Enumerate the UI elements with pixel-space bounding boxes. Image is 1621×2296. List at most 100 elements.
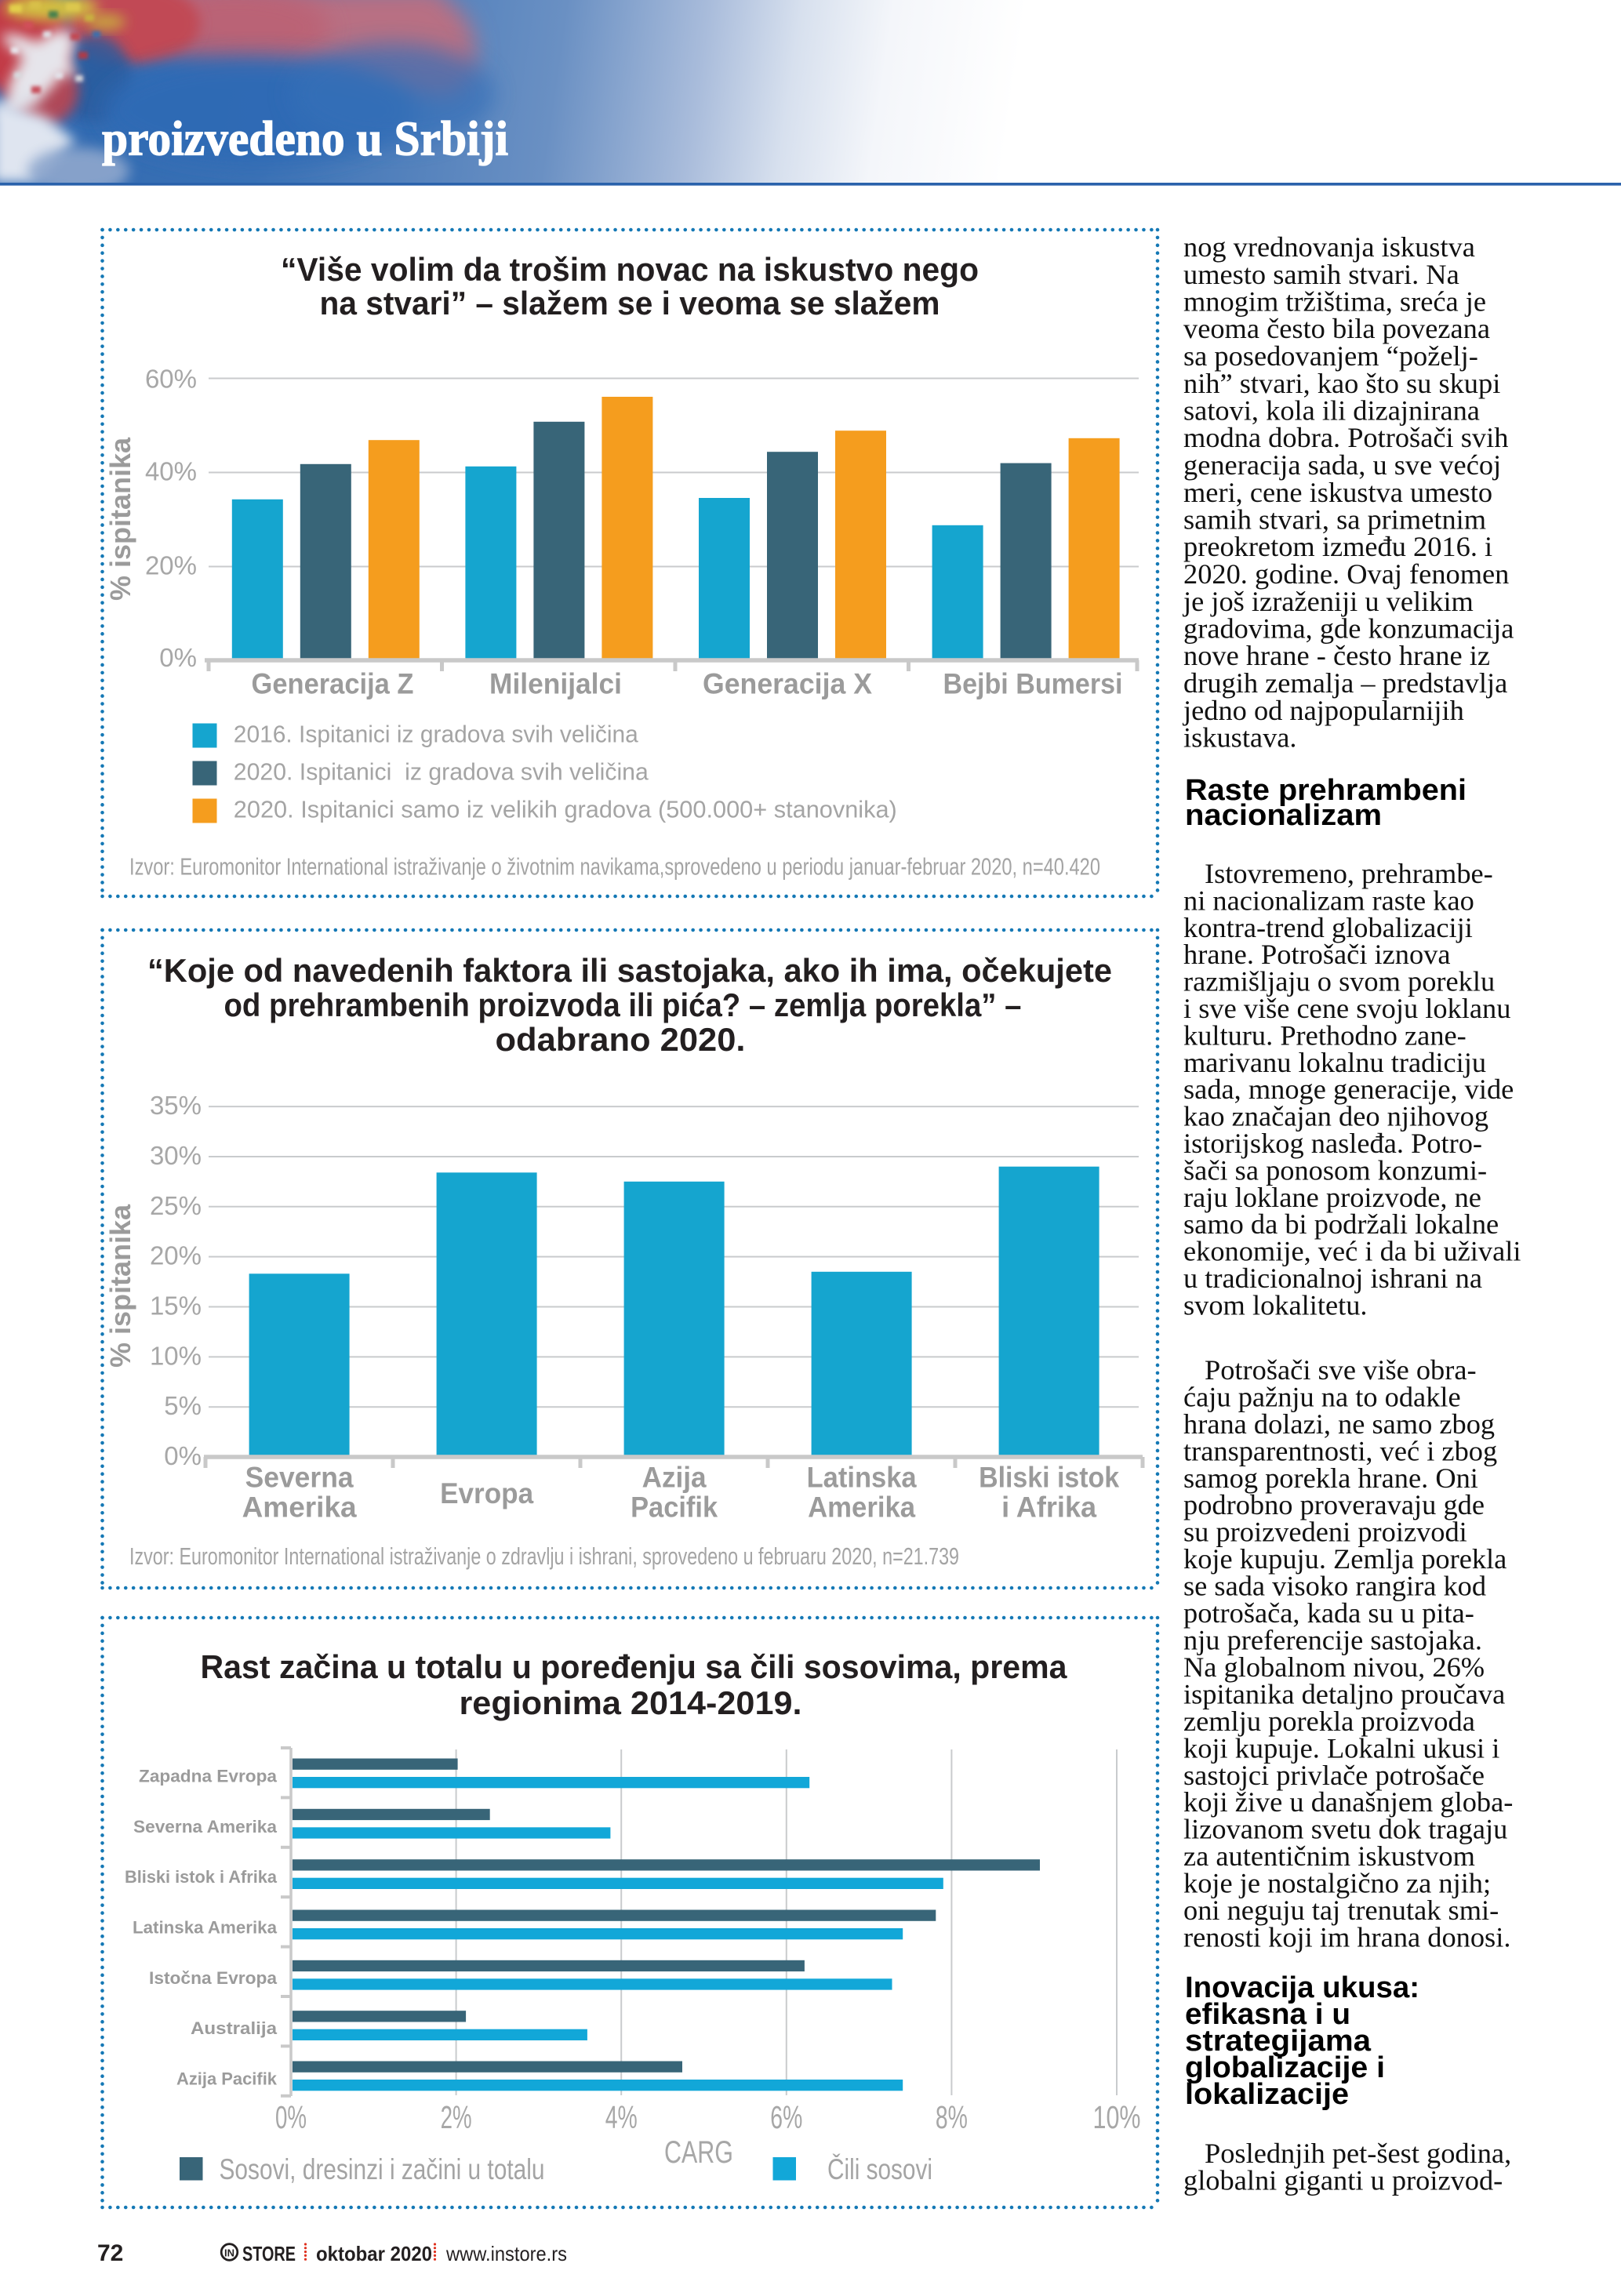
svg-text:nih” stvari, kao što su skupi: nih” stvari, kao što su skupi (1183, 368, 1500, 399)
svg-text:lizovanom svetu dok tragaju: lizovanom svetu dok tragaju (1183, 1814, 1507, 1845)
svg-text:iskustava.: iskustava. (1183, 722, 1297, 754)
svg-text:renosti koji im hrana donosi.: renosti koji im hrana donosi. (1183, 1921, 1510, 1953)
svg-text:Generacija Z: Generacija Z (252, 668, 414, 700)
svg-text:drugih zemalja – predstavlja: drugih zemalja – predstavlja (1183, 667, 1507, 699)
svg-text:kontra-trend globalizaciji: kontra-trend globalizaciji (1183, 912, 1473, 943)
svg-text:oktobar 2020: oktobar 2020 (316, 2242, 432, 2265)
svg-text:2%: 2% (441, 2099, 472, 2135)
svg-text:oni neguju taj trenutak smi-: oni neguju taj trenutak smi- (1183, 1895, 1499, 1926)
svg-text:10%: 10% (150, 1341, 202, 1370)
svg-text:sa posedovanjem “poželj-: sa posedovanjem “poželj- (1183, 340, 1478, 372)
svg-text:veoma često bila povezana: veoma često bila povezana (1183, 313, 1490, 344)
svg-text:Latinska: Latinska (807, 1462, 917, 1494)
svg-text:ispitanika detaljno proučava: ispitanika detaljno proučava (1183, 1678, 1505, 1709)
svg-text:15%: 15% (150, 1292, 202, 1321)
svg-text:za autentičnim iskustvom: za autentičnim iskustvom (1183, 1840, 1475, 1872)
svg-text:Azija: Azija (642, 1462, 707, 1494)
svg-text:proizvedeno u Srbiji: proizvedeno u Srbiji (102, 113, 508, 166)
svg-text:Raste prehrambeni: Raste prehrambeni (1185, 774, 1467, 807)
svg-text:svom lokalitetu.: svom lokalitetu. (1183, 1289, 1368, 1321)
svg-text:IN: IN (224, 2247, 234, 2259)
svg-text:podrobno proveravaju gde: podrobno proveravaju gde (1183, 1489, 1485, 1520)
svg-text:2016. Ispitanici iz gradova sv: 2016. Ispitanici iz gradova svih veličin… (234, 721, 639, 748)
svg-text:regionima 2014-2019.: regionima 2014-2019. (460, 1684, 802, 1721)
svg-text:Izvor: Euromonitor Internation: Izvor: Euromonitor International istraži… (129, 1542, 959, 1570)
svg-text:20%: 20% (150, 1241, 202, 1270)
svg-text:i Afrika: i Afrika (1001, 1491, 1096, 1524)
svg-text:marivanu lokalnu tradiciju: marivanu lokalnu tradiciju (1183, 1047, 1486, 1078)
svg-text:ekonomije, već i da bi uživali: ekonomije, već i da bi uživali (1183, 1236, 1521, 1267)
svg-text:nju preferencije sastojaka.: nju preferencije sastojaka. (1183, 1625, 1482, 1656)
svg-text:Pacifik: Pacifik (631, 1491, 718, 1524)
svg-text:Evropa: Evropa (440, 1477, 533, 1509)
svg-text:satovi, kola ili dizajnirana: satovi, kola ili dizajnirana (1183, 395, 1480, 427)
svg-text:jedno od najpopularnijih: jedno od najpopularnijih (1182, 695, 1464, 726)
svg-text:8%: 8% (936, 2099, 968, 2135)
svg-text:Bliski istok: Bliski istok (979, 1462, 1119, 1494)
svg-text:Latinska Amerika: Latinska Amerika (133, 1918, 278, 1938)
svg-text:Rast začina u totalu u poređen: Rast začina u totalu u poređenju sa čili… (201, 1648, 1068, 1685)
svg-text:samo da bi podržali lokalne: samo da bi podržali lokalne (1183, 1208, 1499, 1240)
svg-text:na stvari” – slažem se i veoma: na stvari” – slažem se i veoma se slažem (320, 285, 940, 322)
svg-text:Amerika: Amerika (242, 1491, 357, 1524)
svg-text:72: 72 (97, 2240, 123, 2266)
svg-text:ćaju pažnju na to odakle: ćaju pažnju na to odakle (1183, 1382, 1461, 1413)
svg-text:Poslednjih pet-šest godina,: Poslednjih pet-šest godina, (1205, 2138, 1511, 2169)
svg-text:25%: 25% (150, 1191, 202, 1220)
svg-text:Na globalnom nivou, 26%: Na globalnom nivou, 26% (1183, 1651, 1485, 1683)
svg-text:2020. Ispitanici samo iz velik: 2020. Ispitanici samo iz velikih gradova… (234, 796, 897, 823)
svg-text:modna dobra. Potrošači svih: modna dobra. Potrošači svih (1183, 422, 1508, 453)
svg-text:Bliski istok i Afrika: Bliski istok i Afrika (125, 1867, 278, 1887)
svg-text:% ispitanika: % ispitanika (104, 1204, 136, 1368)
svg-text:koje je nostalgično za njih;: koje je nostalgično za njih; (1183, 1868, 1491, 1899)
svg-text:raju loklane proizvode, ne: raju loklane proizvode, ne (1183, 1182, 1481, 1213)
svg-text:Bejbi Bumersi: Bejbi Bumersi (943, 668, 1123, 700)
svg-text:koji kupuje. Lokalni ukusi i: koji kupuje. Lokalni ukusi i (1183, 1732, 1499, 1764)
svg-text:globalni giganti u proizvod-: globalni giganti u proizvod- (1183, 2164, 1503, 2196)
svg-text:6%: 6% (770, 2099, 802, 2135)
svg-text:Amerika: Amerika (808, 1491, 915, 1524)
svg-text:60%: 60% (145, 365, 197, 394)
svg-text:su proizvedeni proizvodi: su proizvedeni proizvodi (1183, 1517, 1467, 1548)
svg-text:istorijskog nasleđa. Potro-: istorijskog nasleđa. Potro- (1183, 1128, 1482, 1159)
svg-text:nove hrane - često hrane iz: nove hrane - često hrane iz (1183, 640, 1490, 671)
svg-text:Čili sosovi: Čili sosovi (827, 2153, 932, 2185)
svg-text:hrana dolazi, ne samo zbog: hrana dolazi, ne samo zbog (1183, 1408, 1495, 1440)
svg-text:koje kupuju. Zemlja porekla: koje kupuju. Zemlja porekla (1183, 1543, 1507, 1575)
svg-text:kulturu. Prethodno zane-: kulturu. Prethodno zane- (1183, 1019, 1467, 1051)
svg-text:% ispitanika: % ispitanika (104, 437, 136, 601)
svg-text:Generacija X: Generacija X (703, 668, 872, 700)
svg-text:4%: 4% (605, 2099, 638, 2135)
svg-text:www.instore.rs: www.instore.rs (445, 2242, 567, 2265)
svg-text:0%: 0% (275, 2099, 307, 2135)
svg-text:od prehrambenih proizvoda ili: od prehrambenih proizvoda ili pića? – ze… (224, 986, 1022, 1023)
svg-text:2020. godine. Ovaj fenomen: 2020. godine. Ovaj fenomen (1183, 558, 1509, 590)
svg-text:mnogim tržištima, sreća je: mnogim tržištima, sreća je (1183, 286, 1486, 318)
svg-text:STORE: STORE (242, 2242, 296, 2265)
svg-text:0%: 0% (164, 1441, 202, 1470)
svg-text:gradovima, gde konzumacija: gradovima, gde konzumacija (1183, 613, 1514, 645)
svg-text:Inovacija ukusa:: Inovacija ukusa: (1185, 1971, 1419, 2004)
svg-text:35%: 35% (150, 1091, 202, 1120)
svg-text:ni nacionalizam raste kao: ni nacionalizam raste kao (1183, 885, 1474, 916)
svg-text:meri, cene iskustva umesto: meri, cene iskustva umesto (1183, 477, 1492, 508)
svg-text:2020. Ispitanici iz gradova s: 2020. Ispitanici iz gradova svih veličin… (234, 758, 649, 786)
svg-text:odabrano 2020.: odabrano 2020. (496, 1021, 746, 1058)
svg-text:Istočna Evropa: Istočna Evropa (149, 1968, 278, 1988)
svg-text:strategijama: strategijama (1185, 2025, 1372, 2058)
svg-text:globalizacije i: globalizacije i (1185, 2051, 1385, 2084)
svg-text:lokalizacije: lokalizacije (1185, 2078, 1349, 2111)
svg-text:koji žive u današnjem globa-: koji žive u današnjem globa- (1183, 1786, 1513, 1818)
svg-text:Australija: Australija (191, 2018, 278, 2038)
svg-text:efikasna i u: efikasna i u (1185, 1998, 1350, 2031)
svg-text:šači sa ponosom konzumi-: šači sa ponosom konzumi- (1183, 1154, 1487, 1186)
svg-text:Sosovi, dresinzi i začini u to: Sosovi, dresinzi i začini u totalu (220, 2153, 545, 2185)
svg-text:30%: 30% (150, 1141, 202, 1170)
svg-text:hrane. Potrošači iznova: hrane. Potrošači iznova (1183, 939, 1451, 970)
svg-text:10%: 10% (1093, 2099, 1141, 2135)
svg-text:5%: 5% (164, 1391, 202, 1420)
svg-text:nog vrednovanja iskustva: nog vrednovanja iskustva (1183, 231, 1475, 263)
svg-text:u tradicionalnoj ishrani na: u tradicionalnoj ishrani na (1183, 1262, 1482, 1294)
svg-text:generacija sada, u sve većoj: generacija sada, u sve većoj (1183, 449, 1501, 481)
svg-text:Izvor: Euromonitor Internation: Izvor: Euromonitor International istraži… (129, 853, 1100, 881)
